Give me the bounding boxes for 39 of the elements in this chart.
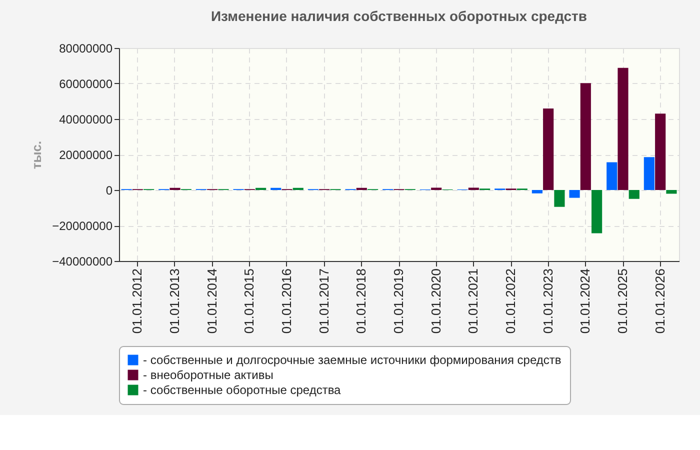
x-tick-label: 01.01.2012 — [130, 268, 145, 334]
x-tick-label: 01.01.2024 — [578, 268, 593, 334]
legend-label: - внеоборотные активы — [143, 368, 274, 382]
bar — [569, 190, 580, 198]
y-tick-label: 0 — [106, 184, 113, 198]
x-tick-label: 01.01.2022 — [503, 268, 518, 334]
y-axis-title: тыс. — [29, 140, 44, 170]
y-tick-label: −40000000 — [52, 254, 113, 268]
x-tick-label: 01.01.2017 — [316, 268, 332, 334]
x-tick-label: 01.01.2025 — [615, 268, 630, 334]
bar — [580, 83, 591, 190]
x-tick-label: 01.01.2023 — [540, 268, 556, 334]
x-tick-label: 01.01.2013 — [167, 268, 182, 334]
x-tick-label: 01.01.2015 — [242, 268, 257, 334]
chart-title: Изменение наличия собственных оборотных средств — [210, 8, 588, 24]
y-tick-label: −20000000 — [52, 219, 113, 233]
bar — [655, 114, 666, 190]
x-tick-label: 01.01.2020 — [428, 268, 444, 334]
x-tick-label: 01.01.2021 — [466, 268, 481, 334]
x-tick-label: 01.01.2019 — [391, 268, 406, 334]
y-tick-label: 60000000 — [59, 77, 113, 91]
bar — [532, 190, 542, 194]
bar — [618, 68, 628, 190]
bar — [554, 190, 565, 207]
y-tick-label: 80000000 — [59, 42, 113, 56]
bar — [666, 190, 677, 194]
x-tick-label: 01.01.2018 — [354, 268, 369, 334]
legend-label: - собственные и долгосрочные заемные источники формирования средств — [143, 353, 562, 367]
y-tick-label: 40000000 — [59, 112, 113, 126]
x-tick-label: 01.01.2016 — [279, 268, 294, 334]
bar — [644, 157, 654, 190]
bar — [543, 108, 554, 190]
x-tick-label: 01.01.2014 — [204, 268, 220, 334]
bar — [592, 190, 602, 234]
x-tick-label: 01.01.2026 — [652, 268, 668, 334]
y-tick-label: 20000000 — [59, 148, 113, 162]
bar — [628, 190, 640, 199]
legend-label: - собственные оборотные средства — [143, 383, 342, 397]
bar — [606, 162, 618, 190]
